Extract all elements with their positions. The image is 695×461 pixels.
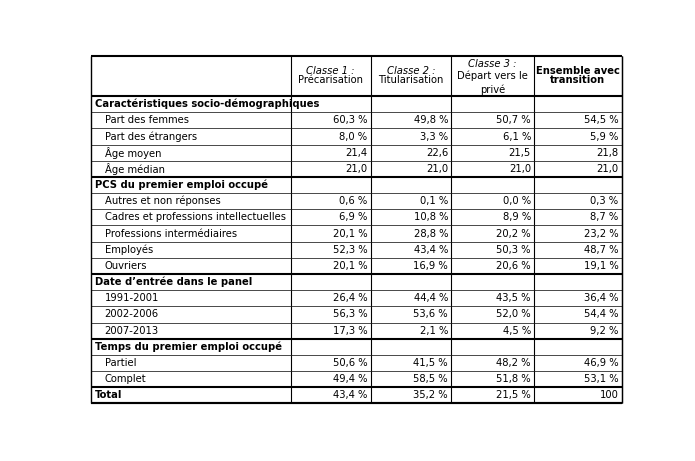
Text: 46,9 %: 46,9 %: [584, 358, 619, 368]
Text: 19,1 %: 19,1 %: [584, 261, 619, 271]
Text: privé: privé: [480, 85, 505, 95]
Text: 51,8 %: 51,8 %: [496, 374, 531, 384]
Text: 52,0 %: 52,0 %: [496, 309, 531, 319]
Text: 2007-2013: 2007-2013: [105, 325, 159, 336]
Text: transition: transition: [550, 75, 605, 85]
Text: 43,4 %: 43,4 %: [333, 390, 368, 400]
Text: 23,2 %: 23,2 %: [584, 229, 619, 239]
Text: Part des étrangers: Part des étrangers: [105, 131, 197, 142]
Text: Cadres et professions intellectuelles: Cadres et professions intellectuelles: [105, 213, 286, 222]
Text: 5,9 %: 5,9 %: [590, 131, 619, 142]
Text: 56,3 %: 56,3 %: [333, 309, 368, 319]
Text: 0,0 %: 0,0 %: [502, 196, 531, 206]
Text: Titularisation: Titularisation: [378, 75, 443, 85]
Text: 58,5 %: 58,5 %: [414, 374, 448, 384]
Text: Autres et non réponses: Autres et non réponses: [105, 196, 220, 207]
Text: 21,5 %: 21,5 %: [496, 390, 531, 400]
Text: Classe 2 :: Classe 2 :: [386, 66, 435, 76]
Text: 54,4 %: 54,4 %: [584, 309, 619, 319]
Text: Classe 3 :: Classe 3 :: [468, 59, 517, 69]
Text: Précarisation: Précarisation: [298, 75, 363, 85]
Text: 54,5 %: 54,5 %: [584, 115, 619, 125]
Text: 2002-2006: 2002-2006: [105, 309, 159, 319]
Text: 43,5 %: 43,5 %: [496, 293, 531, 303]
Text: 60,3 %: 60,3 %: [333, 115, 368, 125]
Text: Âge moyen: Âge moyen: [105, 147, 161, 159]
Text: 48,7 %: 48,7 %: [584, 245, 619, 255]
Text: 22,6: 22,6: [426, 148, 448, 158]
Text: Classe 1 :: Classe 1 :: [306, 66, 355, 76]
Text: 4,5 %: 4,5 %: [502, 325, 531, 336]
Text: Ensemble avec: Ensemble avec: [536, 66, 620, 76]
Text: 49,8 %: 49,8 %: [414, 115, 448, 125]
Text: 20,2 %: 20,2 %: [496, 229, 531, 239]
Text: 21,0: 21,0: [426, 164, 448, 174]
Text: Employés: Employés: [105, 244, 153, 255]
Text: 20,1 %: 20,1 %: [333, 229, 368, 239]
Text: 44,4 %: 44,4 %: [414, 293, 448, 303]
Text: Caractéristiques socio-démographiques: Caractéristiques socio-démographiques: [95, 99, 319, 109]
Text: 16,9 %: 16,9 %: [414, 261, 448, 271]
Text: 21,0: 21,0: [596, 164, 619, 174]
Text: 50,6 %: 50,6 %: [333, 358, 368, 368]
Text: PCS du premier emploi occupé: PCS du premier emploi occupé: [95, 180, 268, 190]
Text: 21,0: 21,0: [509, 164, 531, 174]
Text: 35,2 %: 35,2 %: [414, 390, 448, 400]
Text: 6,9 %: 6,9 %: [339, 213, 368, 222]
Text: 21,0: 21,0: [345, 164, 368, 174]
Text: 100: 100: [600, 390, 619, 400]
Text: 8,9 %: 8,9 %: [502, 213, 531, 222]
Text: Date d’entrée dans le panel: Date d’entrée dans le panel: [95, 277, 252, 287]
Text: 8,7 %: 8,7 %: [590, 213, 619, 222]
Text: 1991-2001: 1991-2001: [105, 293, 159, 303]
Text: 20,1 %: 20,1 %: [333, 261, 368, 271]
Text: 52,3 %: 52,3 %: [333, 245, 368, 255]
Text: 0,1 %: 0,1 %: [420, 196, 448, 206]
Text: Part des femmes: Part des femmes: [105, 115, 189, 125]
Text: 21,8: 21,8: [596, 148, 619, 158]
Text: Ouvriers: Ouvriers: [105, 261, 147, 271]
Text: Partiel: Partiel: [105, 358, 136, 368]
Text: 50,7 %: 50,7 %: [496, 115, 531, 125]
Text: 0,3 %: 0,3 %: [590, 196, 619, 206]
Text: Temps du premier emploi occupé: Temps du premier emploi occupé: [95, 342, 281, 352]
Text: 41,5 %: 41,5 %: [414, 358, 448, 368]
Text: 26,4 %: 26,4 %: [333, 293, 368, 303]
Text: 20,6 %: 20,6 %: [496, 261, 531, 271]
Text: 49,4 %: 49,4 %: [333, 374, 368, 384]
Text: Âge médian: Âge médian: [105, 163, 165, 175]
Text: 10,8 %: 10,8 %: [414, 213, 448, 222]
Text: 43,4 %: 43,4 %: [414, 245, 448, 255]
Text: Départ vers le: Départ vers le: [457, 71, 528, 81]
Text: 36,4 %: 36,4 %: [584, 293, 619, 303]
Text: Total: Total: [95, 390, 122, 400]
Text: Professions intermédiaires: Professions intermédiaires: [105, 229, 237, 239]
Text: 0,6 %: 0,6 %: [339, 196, 368, 206]
Text: 50,3 %: 50,3 %: [496, 245, 531, 255]
Text: 9,2 %: 9,2 %: [590, 325, 619, 336]
Text: 8,0 %: 8,0 %: [339, 131, 368, 142]
Text: 21,4: 21,4: [345, 148, 368, 158]
Text: Complet: Complet: [105, 374, 147, 384]
Text: 53,6 %: 53,6 %: [414, 309, 448, 319]
Text: 21,5: 21,5: [509, 148, 531, 158]
Text: 6,1 %: 6,1 %: [502, 131, 531, 142]
Text: 2,1 %: 2,1 %: [420, 325, 448, 336]
Text: 48,2 %: 48,2 %: [496, 358, 531, 368]
Text: 3,3 %: 3,3 %: [420, 131, 448, 142]
Text: 28,8 %: 28,8 %: [414, 229, 448, 239]
Text: 53,1 %: 53,1 %: [584, 374, 619, 384]
Text: 17,3 %: 17,3 %: [333, 325, 368, 336]
